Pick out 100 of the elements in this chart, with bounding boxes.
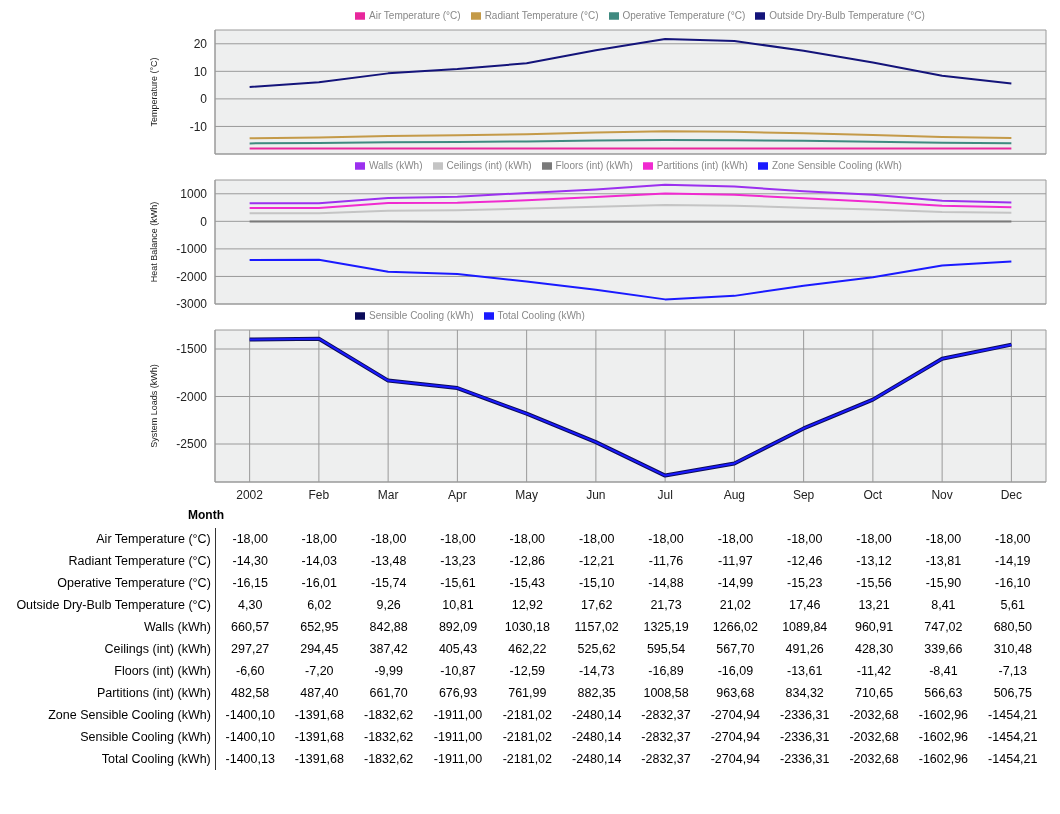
data-label: -1400,10 xyxy=(224,729,276,746)
x-tick-label: Mar xyxy=(377,487,399,502)
data-label: -15,90 xyxy=(924,575,963,592)
data-label: 963,68 xyxy=(715,685,756,702)
data-label: 6,02 xyxy=(306,597,333,614)
x-tick-label: Jun xyxy=(586,487,606,502)
x-tick-label: 2002 xyxy=(236,487,264,502)
data-label: 10,81 xyxy=(441,597,475,614)
data-label: -18,00 xyxy=(786,531,824,548)
data-label: 1325,19 xyxy=(642,619,690,636)
data-label: -1602,96 xyxy=(917,707,970,724)
data-label: -1602,96 xyxy=(917,751,970,768)
legend-label: Outside Dry-Bulb Temperature (°C) xyxy=(769,10,925,21)
legend-label: Zone Sensible Cooling (kWh) xyxy=(771,160,902,171)
y-tick-label: -2500 xyxy=(176,437,208,452)
data-label: -15,23 xyxy=(786,575,824,592)
data-label: -14,99 xyxy=(716,575,755,592)
data-label: -1911,00 xyxy=(432,707,484,724)
data-label: 566,63 xyxy=(923,685,964,702)
data-label: 4,30 xyxy=(237,597,264,614)
x-tick-label: Aug xyxy=(723,487,746,502)
data-label: -2181,02 xyxy=(501,707,553,724)
text: Operative Temperature (°C) xyxy=(57,576,211,590)
data-label: -13,61 xyxy=(786,663,824,680)
text: Air Temperature (°C) xyxy=(96,532,211,546)
data-label: 710,65 xyxy=(853,685,895,702)
text: Total Cooling (kWh) xyxy=(101,752,211,766)
data-label: 310,48 xyxy=(992,641,1033,658)
data-label: 595,54 xyxy=(645,641,687,658)
data-label: 1089,84 xyxy=(781,619,829,636)
legend-label: Operative Temperature (°C) xyxy=(622,10,746,21)
data-label: -1454,21 xyxy=(987,729,1039,746)
data-label: -2832,37 xyxy=(640,729,692,746)
data-label: 1030,18 xyxy=(503,619,551,636)
data-label: -14,73 xyxy=(577,663,616,680)
x-tick-label: Feb xyxy=(308,487,330,502)
x-tick-label: Jul xyxy=(657,487,673,502)
data-label: -14,88 xyxy=(647,575,685,592)
data-label: -14,03 xyxy=(300,553,339,570)
data-label: -1400,10 xyxy=(224,707,276,724)
data-label: -18,00 xyxy=(508,531,547,548)
data-label: -2480,14 xyxy=(571,751,623,768)
text: Radiant Temperature (°C) xyxy=(68,554,211,568)
text: Zone Sensible Cooling (kWh) xyxy=(48,708,211,722)
data-label: -13,81 xyxy=(924,553,963,570)
data-label: -1911,00 xyxy=(432,729,484,746)
y-tick-label: -1000 xyxy=(176,242,208,257)
data-label: 660,57 xyxy=(230,619,271,636)
data-label: 1266,02 xyxy=(711,619,759,636)
data-label: 482,58 xyxy=(230,685,271,702)
text: Walls (kWh) xyxy=(143,620,211,634)
text: Partitions (int) (kWh) xyxy=(96,686,211,700)
data-label: -16,01 xyxy=(300,575,339,592)
data-label: -18,00 xyxy=(231,531,269,548)
data-label: -2832,37 xyxy=(640,751,692,768)
data-label: -2032,68 xyxy=(848,707,900,724)
data-label: -16,15 xyxy=(231,575,269,592)
data-label: -2480,14 xyxy=(571,729,623,746)
data-label: -1454,21 xyxy=(987,751,1039,768)
y-tick-label: 0 xyxy=(200,92,208,107)
data-label: -2704,94 xyxy=(709,729,762,746)
data-label: 462,22 xyxy=(507,641,548,658)
data-label: -18,00 xyxy=(855,531,893,548)
x-tick-label: Dec xyxy=(1000,487,1023,502)
legend-label: Walls (kWh) xyxy=(369,160,423,171)
y-axis-title: System Loads (kWh) xyxy=(149,364,160,448)
legend-label: Air Temperature (°C) xyxy=(369,10,461,21)
data-label: 834,32 xyxy=(784,685,825,702)
data-label: -15,43 xyxy=(508,575,547,592)
data-label: -18,00 xyxy=(924,531,963,548)
data-label: -11,76 xyxy=(647,553,685,570)
data-label: 487,40 xyxy=(299,685,340,702)
data-label: -18,00 xyxy=(300,531,339,548)
legend-label: Ceilings (int) (kWh) xyxy=(446,160,532,171)
y-tick-label: -2000 xyxy=(176,269,208,284)
data-label: -1832,62 xyxy=(362,729,415,746)
data-label: 12,92 xyxy=(510,597,544,614)
data-label: 405,43 xyxy=(437,641,479,658)
data-label: 17,46 xyxy=(788,597,822,614)
data-label: -15,74 xyxy=(369,575,408,592)
data-label: 882,35 xyxy=(576,685,617,702)
data-label: -2336,31 xyxy=(779,729,831,746)
data-label: -18,00 xyxy=(577,531,616,548)
data-label: 5,61 xyxy=(999,597,1026,614)
x-tick-label: Oct xyxy=(863,487,883,502)
data-label: -15,56 xyxy=(855,575,893,592)
y-tick-label: -1500 xyxy=(176,342,208,357)
data-label: -12,46 xyxy=(786,553,824,570)
x-axis-title: Month xyxy=(188,508,225,524)
y-axis-title: Temperature (°C) xyxy=(149,57,160,127)
data-label: -15,61 xyxy=(439,575,477,592)
data-label: -13,12 xyxy=(855,553,893,570)
data-label: -14,19 xyxy=(994,553,1032,570)
data-label: -16,09 xyxy=(716,663,755,680)
data-label: 294,45 xyxy=(299,641,340,658)
data-label: -16,89 xyxy=(647,663,685,680)
legend-label: Radiant Temperature (°C) xyxy=(484,10,599,21)
data-label: -1454,21 xyxy=(987,707,1039,724)
data-label: 506,75 xyxy=(992,685,1033,702)
data-label: -12,21 xyxy=(577,553,616,570)
